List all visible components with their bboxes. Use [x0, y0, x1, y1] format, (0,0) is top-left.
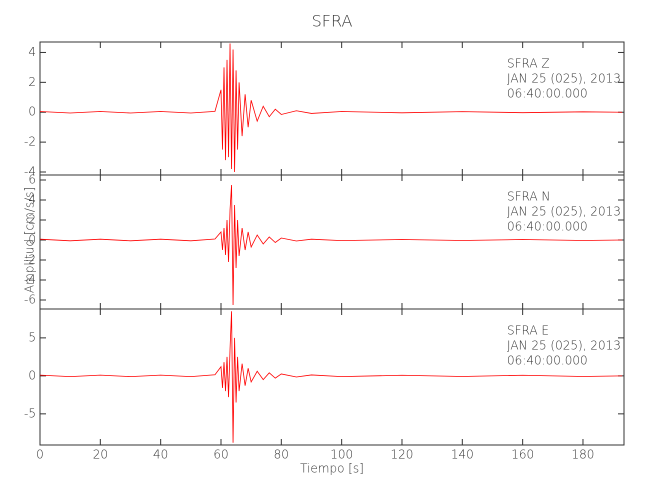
annotation: 06:40:00.000 — [507, 87, 588, 101]
x-tick-label: 60 — [213, 448, 228, 462]
y-tick-label: 5 — [28, 330, 36, 344]
y-tick-label: 4 — [28, 193, 36, 207]
annotation: SFRA E — [507, 324, 549, 338]
y-tick-label: 2 — [28, 75, 36, 89]
waveform — [39, 43, 623, 173]
annotation: JAN 25 (025), 2013 — [507, 72, 621, 86]
y-tick-label: -4 — [24, 165, 36, 179]
x-tick-label: 80 — [274, 448, 289, 462]
panel-frame — [39, 308, 625, 446]
annotation: JAN 25 (025), 2013 — [507, 205, 621, 219]
annotation: SFRA Z — [507, 57, 550, 71]
annotation: 06:40:00.000 — [507, 220, 588, 234]
y-tick-label: 0 — [28, 368, 36, 382]
annotation: 06:40:00.000 — [507, 354, 588, 368]
y-axis-label: Amplitud [cm/s/s] — [23, 187, 37, 293]
y-tick-label: 2 — [28, 213, 36, 227]
y-tick-label: -4 — [24, 273, 36, 287]
x-tick-label: 20 — [93, 448, 108, 462]
y-tick-label: 4 — [28, 45, 36, 59]
x-axis-label: Tiempo [s] — [300, 462, 364, 476]
y-tick-label: -2 — [24, 253, 36, 267]
waveform — [39, 311, 623, 443]
y-tick-label: 0 — [28, 105, 36, 119]
annotation: SFRA N — [507, 190, 550, 204]
x-tick-label: 140 — [451, 448, 474, 462]
x-tick-label: 120 — [391, 448, 414, 462]
x-tick-label: 180 — [572, 448, 595, 462]
y-tick-label: -2 — [24, 135, 36, 149]
annotation: JAN 25 (025), 2013 — [507, 339, 621, 353]
y-tick-label: 0 — [28, 233, 36, 247]
x-tick-label: 100 — [330, 448, 353, 462]
x-tick-label: 0 — [36, 448, 44, 462]
waveform — [39, 184, 623, 306]
y-tick-label: -5 — [24, 406, 36, 420]
y-tick-label: -6 — [24, 293, 36, 307]
chart-title: SFRA — [312, 12, 353, 31]
x-tick-label: 40 — [153, 448, 168, 462]
y-tick-label: 6 — [28, 173, 36, 187]
x-tick-label: 160 — [511, 448, 534, 462]
